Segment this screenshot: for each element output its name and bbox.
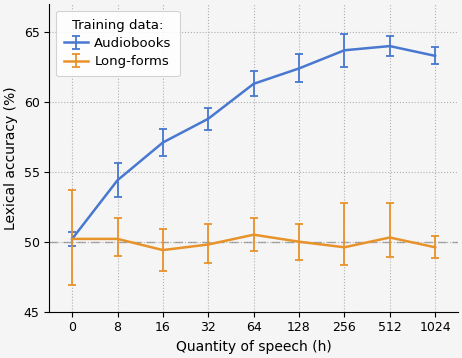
X-axis label: Quantity of speech (h): Quantity of speech (h) (176, 340, 332, 354)
Y-axis label: Lexical accuracy (%): Lexical accuracy (%) (4, 86, 18, 230)
Legend: Audiobooks, Long-forms: Audiobooks, Long-forms (56, 11, 180, 76)
